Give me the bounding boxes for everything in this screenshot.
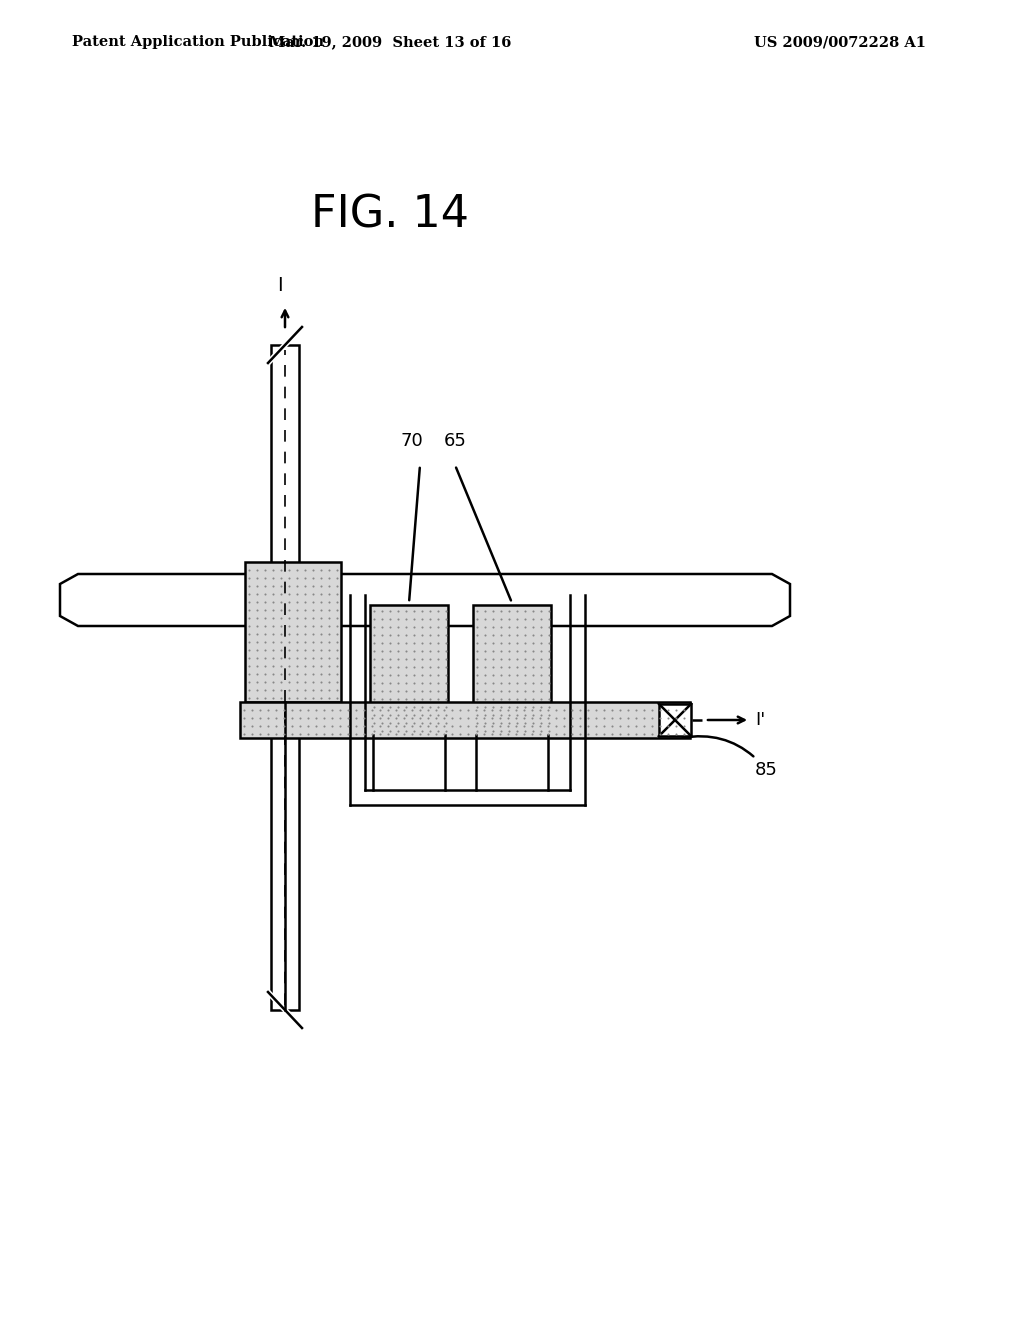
Bar — [245, 562, 341, 702]
Polygon shape — [60, 574, 790, 626]
Bar — [658, 704, 691, 737]
Text: I: I — [278, 276, 283, 294]
Bar — [473, 605, 551, 735]
Text: US 2009/0072228 A1: US 2009/0072228 A1 — [754, 36, 926, 49]
Text: I': I' — [755, 711, 765, 729]
Bar — [240, 702, 690, 738]
Text: 85: 85 — [683, 737, 778, 779]
Text: 70: 70 — [400, 432, 423, 450]
Text: 65: 65 — [443, 432, 467, 450]
Text: FIG. 14: FIG. 14 — [311, 194, 469, 236]
Text: Patent Application Publication: Patent Application Publication — [72, 36, 324, 49]
Bar — [370, 605, 449, 735]
Text: Mar. 19, 2009  Sheet 13 of 16: Mar. 19, 2009 Sheet 13 of 16 — [269, 36, 511, 49]
Bar — [271, 345, 299, 1010]
